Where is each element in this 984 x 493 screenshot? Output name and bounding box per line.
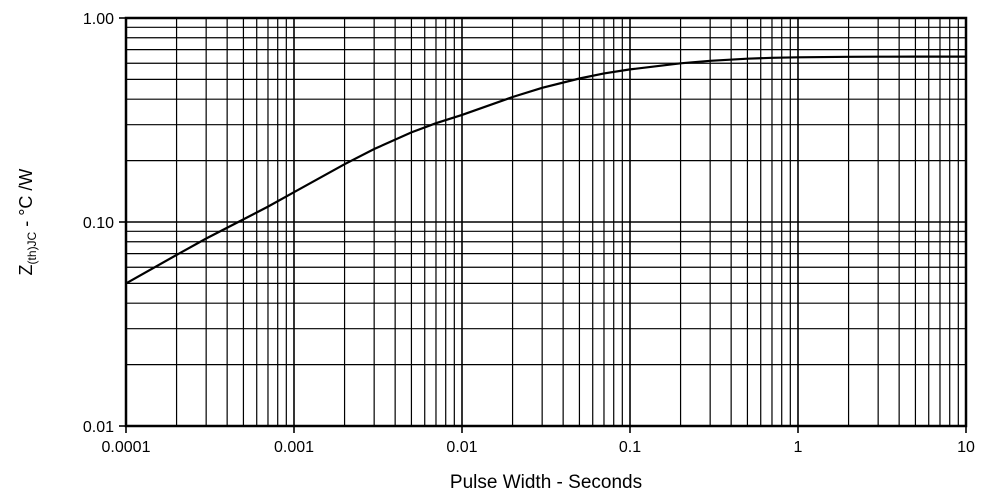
y-tick-label: 0.10 [83,215,114,232]
tick-labels: 0.0001 0.001 0.01 0.1 1 10 0.01 0.10 1.00 [83,11,975,456]
x-tick-label: 10 [957,439,975,456]
series-line [125,55,966,285]
grid [125,18,966,427]
x-tick-label: 0.0001 [102,439,151,456]
y-axis-title: Z(th)JC - °C /W [16,169,39,276]
y-axis-title-subscript: (th)JC [25,231,39,264]
axis-ticks [119,17,967,433]
x-tick-label: 0.1 [619,439,641,456]
y-axis-title-suffix: - °C /W [16,169,36,232]
x-tick-label: 1 [794,439,803,456]
x-tick-label: 0.01 [446,439,477,456]
x-tick-label: 0.001 [274,439,314,456]
y-axis-title-main: Z [16,264,36,275]
y-tick-label: 0.01 [83,419,114,436]
x-axis-title: Pulse Width - Seconds [450,472,642,493]
y-tick-label: 1.00 [83,11,114,28]
